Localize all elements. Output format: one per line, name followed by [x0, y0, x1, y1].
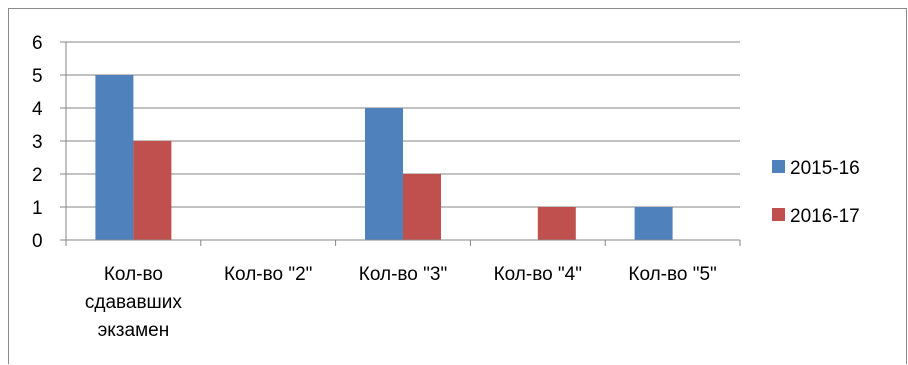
- y-tick-label: 4: [32, 99, 43, 120]
- y-tick-label: 6: [32, 33, 43, 54]
- bar: [95, 75, 134, 240]
- bar: [133, 141, 172, 240]
- chart-frame: [8, 8, 907, 364]
- y-tick-label: 2: [32, 165, 43, 186]
- x-tick-label: Кол-во "4": [494, 264, 582, 285]
- x-tick-label: Кол-во "2": [224, 264, 312, 285]
- legend-swatch: [772, 160, 785, 173]
- x-tick-label: сдававших: [85, 292, 183, 313]
- x-tick-label: Кол-во "3": [359, 264, 447, 285]
- legend-swatch: [772, 208, 785, 221]
- axes: [60, 41, 741, 246]
- y-tick-label: 5: [32, 66, 43, 87]
- y-tick-label: 0: [32, 231, 43, 252]
- bar: [403, 174, 441, 240]
- bar: [537, 207, 576, 240]
- bar: [365, 108, 403, 240]
- y-tick-label: 3: [32, 132, 43, 153]
- legend-label: 2015-16: [790, 158, 860, 179]
- y-axis-labels: 0 1 2 3 4 5 6: [32, 33, 43, 252]
- legend: 2015-16 2016-17: [772, 158, 860, 227]
- x-tick-label: Кол-во "5": [628, 264, 716, 285]
- y-tick-label: 1: [32, 198, 43, 219]
- x-axis-labels: Кол-во сдававших экзамен Кол-во "2" Кол-во "…: [85, 264, 717, 341]
- x-tick-label: экзамен: [98, 320, 170, 341]
- x-tick-label: Кол-во: [104, 264, 163, 285]
- bar: [634, 207, 673, 240]
- bars: [95, 75, 673, 240]
- legend-label: 2016-17: [790, 206, 860, 227]
